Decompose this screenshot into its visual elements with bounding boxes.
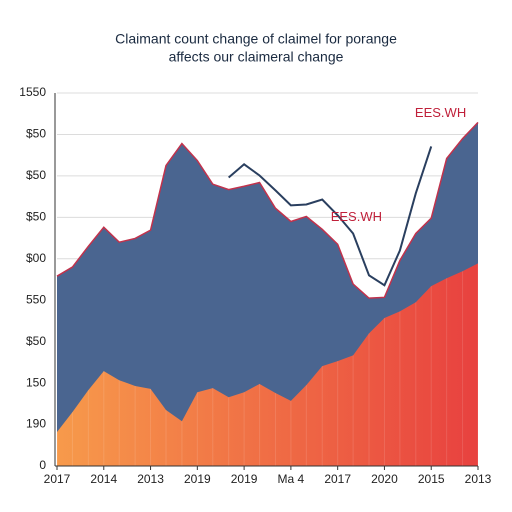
x-tick-label: 2019 [231,472,258,486]
y-tick-label: $50 [26,210,46,224]
x-tick-label: 2013 [137,472,164,486]
y-tick-label: $50 [26,127,46,141]
y-tick-label: 550 [26,292,46,306]
chart-title: affects our claimeral change [169,49,344,65]
y-tick-label: 0 [39,458,46,472]
area-edge [56,121,479,299]
x-tick-label: Ma 4 [278,472,305,486]
y-tick-label: $50 [26,168,46,182]
y-tick-label: 190 [26,417,46,431]
annotation: EES.WH [415,105,466,120]
x-tick-label: 2013 [465,472,492,486]
x-tick-label: 2014 [90,472,117,486]
x-tick-label: 2015 [418,472,445,486]
area [57,263,478,466]
y-tick-label: 1550 [19,85,46,99]
y-tick-label: 150 [26,375,46,389]
x-tick-label: 2020 [371,472,398,486]
x-tick-label: 2019 [184,472,211,486]
x-tick-label: 2017 [44,472,71,486]
annotation: EES.WH [331,209,382,224]
x-tick-label: 2017 [324,472,351,486]
y-tick-label: $50 [26,334,46,348]
y-tick-label: $00 [26,251,46,265]
chart-title: Claimant count change of claimel for por… [115,31,397,47]
line [228,146,433,287]
